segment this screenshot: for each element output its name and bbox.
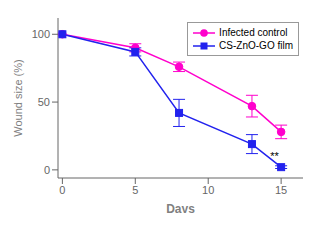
svg-text:0: 0 (59, 184, 65, 196)
svg-text:5: 5 (132, 184, 138, 196)
svg-text:**: ** (270, 150, 279, 162)
svg-text:50: 50 (38, 96, 50, 108)
svg-text:10: 10 (202, 184, 214, 196)
svg-text:Days: Days (166, 202, 195, 213)
html-text:Infected control: Infected control (219, 27, 288, 38)
svg-text:Wound size (%): Wound size (%) (12, 59, 24, 136)
svg-text:15: 15 (275, 184, 287, 196)
html-text:CS-ZnO-GO film: CS-ZnO-GO film (219, 40, 293, 51)
svg-text:0: 0 (44, 164, 50, 176)
svg-text:100: 100 (32, 28, 50, 40)
